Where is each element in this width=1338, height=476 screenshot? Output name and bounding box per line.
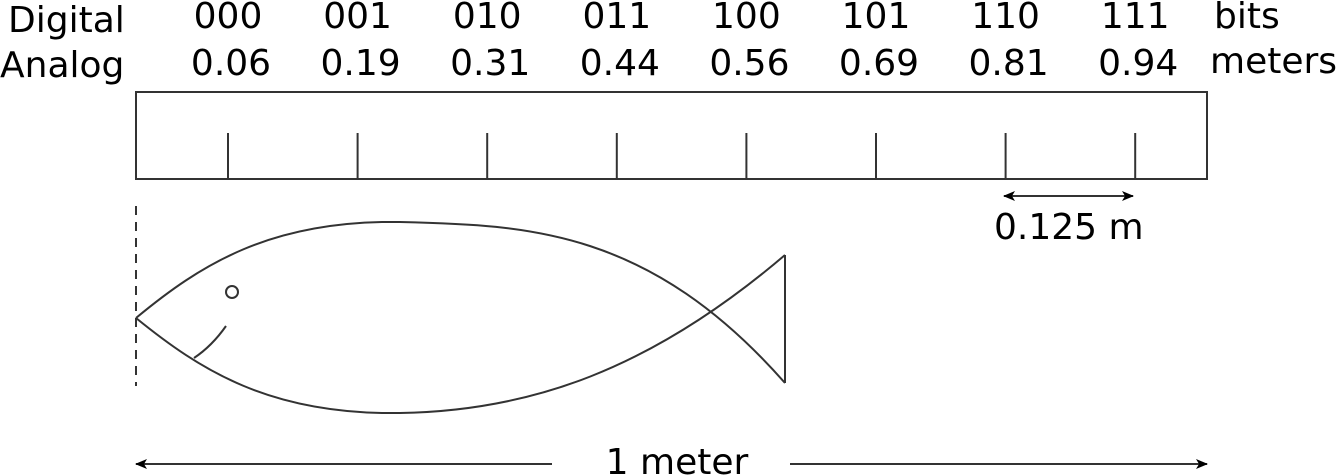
fish-lower-body [135, 254, 786, 415]
meters-label: 0.31 [450, 43, 530, 84]
meters-label: 0.06 [191, 43, 271, 84]
bits-label: 010 [453, 0, 522, 37]
meters-label: 0.19 [321, 43, 401, 84]
spacing-label: 0.125 m [994, 207, 1144, 248]
digital-unit-label: bits [1214, 0, 1280, 37]
meters-labels: 0.06 0.19 0.31 0.44 0.56 0.69 0.81 0.94 [191, 43, 1178, 84]
bits-label: 011 [582, 0, 651, 37]
meters-label: 0.44 [580, 43, 660, 84]
bits-label: 101 [842, 0, 911, 37]
fish-drawing [135, 220, 786, 415]
fish-upper-body [135, 220, 786, 384]
digital-row-label: Digital [8, 0, 125, 41]
fish-eye [225, 285, 239, 299]
bits-label: 110 [971, 0, 1040, 37]
bits-label: 001 [323, 0, 392, 37]
bits-label: 100 [712, 0, 781, 37]
meters-label: 0.56 [709, 43, 789, 84]
analog-unit-label: meters [1210, 41, 1337, 82]
ruler-box [135, 91, 1208, 180]
bits-label: 000 [194, 0, 263, 37]
length-label: 1 meter [606, 442, 749, 476]
ruler-ticks [227, 133, 1137, 179]
meters-label: 0.94 [1098, 43, 1178, 84]
fish-mouth [193, 325, 227, 359]
bits-label: 111 [1101, 0, 1170, 37]
bits-labels: 000 001 010 011 100 101 110 111 [194, 0, 1170, 37]
meters-label: 0.69 [839, 43, 919, 84]
analog-row-label: Analog [0, 45, 124, 86]
meters-label: 0.81 [969, 43, 1049, 84]
